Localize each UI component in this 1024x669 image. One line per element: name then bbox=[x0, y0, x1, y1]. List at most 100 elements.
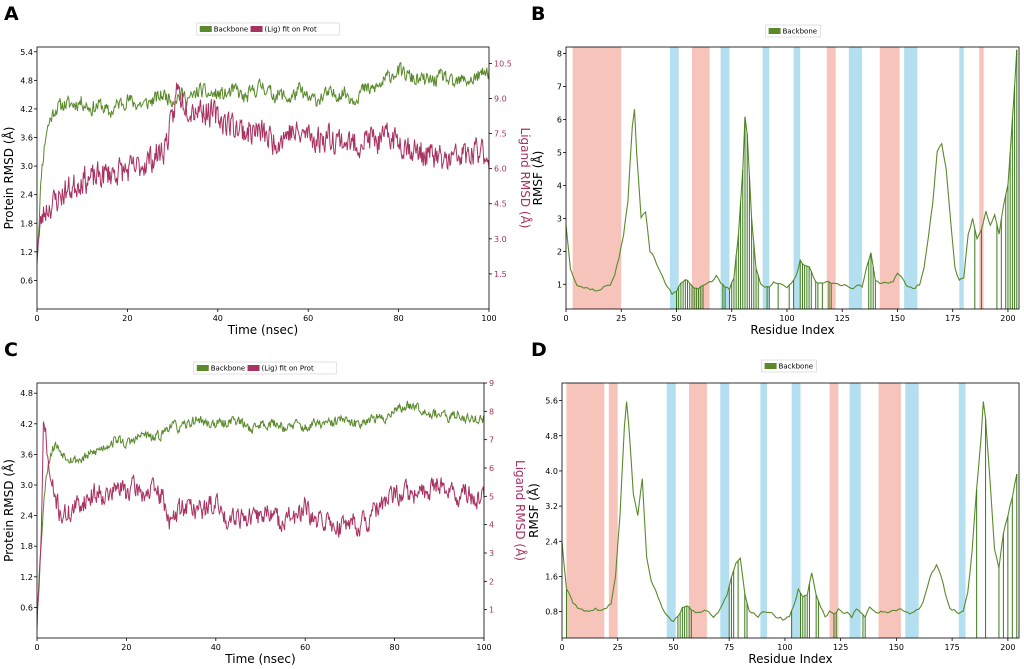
panel-letter: D bbox=[531, 339, 547, 361]
legend-label: Backbone bbox=[783, 28, 817, 36]
plot-area bbox=[562, 383, 1018, 638]
y-right-axis-label: Ligand RMSD (Å) bbox=[518, 128, 533, 229]
x-tick-label: 50 bbox=[668, 643, 678, 652]
y-right-tick-label: 7 bbox=[489, 436, 494, 445]
legend-box bbox=[193, 361, 337, 375]
x-tick-label: 25 bbox=[616, 314, 626, 323]
y-right-tick-label: 5 bbox=[489, 492, 494, 501]
ligand-rmsd-line bbox=[37, 82, 489, 258]
helix-band bbox=[566, 383, 605, 638]
helix-band bbox=[879, 47, 900, 309]
x-tick-label: 75 bbox=[727, 314, 737, 323]
y-right-tick-label: 3.0 bbox=[494, 235, 507, 244]
y-tick-label: 1.8 bbox=[20, 542, 33, 551]
strand-band bbox=[760, 383, 768, 638]
y-tick-label: 2 bbox=[557, 247, 562, 256]
y-right-tick-label: 6 bbox=[489, 464, 494, 473]
y-tick-label: 4.8 bbox=[545, 432, 558, 441]
legend: Backbone bbox=[761, 359, 817, 373]
helix-band bbox=[826, 47, 836, 309]
x-tick-label: 0 bbox=[563, 314, 568, 323]
x-tick-label: 0 bbox=[559, 643, 564, 652]
x-axis-label: Residue Index bbox=[750, 323, 834, 337]
y-right-tick-label: 6.0 bbox=[494, 165, 507, 174]
chart-panel-a: 0 20 40 60 80 100 0.6 1.2 1.8 2.4 3.0 3.6 4.2 4.8 5.4 1… bbox=[1, 3, 533, 337]
x-tick-label: 200 bbox=[1000, 314, 1015, 323]
x-tick-label: 100 bbox=[476, 643, 491, 652]
rmsf-line bbox=[566, 49, 1018, 296]
strand-band bbox=[848, 47, 863, 309]
legend-label: (Lig) fit on Prot bbox=[265, 26, 317, 34]
x-axis-label: Time (nsec) bbox=[227, 323, 298, 337]
strand-band bbox=[793, 47, 801, 309]
legend: Backbone bbox=[765, 24, 821, 38]
strand-band bbox=[720, 383, 730, 638]
plot-area bbox=[37, 61, 489, 265]
ligand-rmsd-line bbox=[37, 421, 484, 629]
y-tick-label: 4.2 bbox=[20, 420, 33, 429]
y-right-tick-label: 4.5 bbox=[494, 200, 507, 209]
axes-frame bbox=[36, 382, 485, 639]
legend-label: Backbone bbox=[779, 363, 813, 371]
strand-band bbox=[958, 383, 966, 638]
y-right-tick-label: 10.5 bbox=[494, 59, 512, 68]
x-tick-label: 150 bbox=[890, 314, 905, 323]
y-right-tick-label: 1.5 bbox=[494, 270, 507, 279]
legend: Backbone (Lig) fit on Prot bbox=[193, 361, 337, 375]
x-tick-label: 60 bbox=[303, 314, 313, 323]
y-tick-label: 2.4 bbox=[20, 512, 33, 521]
strand-band bbox=[666, 383, 676, 638]
y-tick-label: 0.8 bbox=[545, 608, 558, 617]
y-right-tick-label: 7.5 bbox=[494, 130, 507, 139]
y-right-tick-label: 2 bbox=[489, 577, 494, 586]
x-tick-label: 25 bbox=[613, 643, 623, 652]
y-right-tick-label: 9 bbox=[489, 379, 494, 388]
x-tick-label: 20 bbox=[122, 314, 132, 323]
chart-panel-d: 0 25 50 75 100 125 150 175 200 0.8 1.6 2.4 3.2 4.0 4.8… bbox=[526, 339, 1020, 666]
y-tick-label: 3 bbox=[557, 214, 562, 223]
y-axis-label: RMSF (Å) bbox=[530, 151, 545, 206]
legend-swatch bbox=[196, 365, 209, 371]
x-tick-label: 150 bbox=[889, 643, 904, 652]
legend-box bbox=[196, 22, 340, 36]
strand-band bbox=[762, 47, 770, 309]
protein-rmsd-line bbox=[37, 61, 489, 265]
legend: Backbone (Lig) fit on Prot bbox=[196, 22, 340, 36]
y-tick-label: 3.0 bbox=[20, 162, 33, 171]
y-tick-label: 3.0 bbox=[20, 481, 33, 490]
y-tick-label: 2.4 bbox=[20, 191, 33, 200]
x-tick-label: 0 bbox=[34, 314, 39, 323]
y-right-tick-label: 1 bbox=[489, 606, 494, 615]
x-tick-label: 75 bbox=[724, 643, 734, 652]
x-axis-label: Time (nsec) bbox=[224, 652, 295, 666]
x-tick-label: 0 bbox=[34, 643, 39, 652]
y-tick-label: 2.4 bbox=[545, 537, 558, 546]
plot-area bbox=[37, 400, 484, 629]
x-tick-label: 20 bbox=[121, 643, 131, 652]
strand-band bbox=[905, 383, 919, 638]
y-right-axis-label: Ligand RMSD (Å) bbox=[513, 460, 528, 561]
y-tick-label: 5 bbox=[557, 148, 562, 157]
y-tick-label: 0.6 bbox=[20, 603, 33, 612]
y-tick-label: 8 bbox=[557, 50, 562, 59]
x-tick-label: 125 bbox=[833, 643, 848, 652]
y-axis-label: RMSF (Å) bbox=[526, 483, 541, 538]
y-tick-label: 3.6 bbox=[20, 450, 33, 459]
strand-band bbox=[849, 383, 861, 638]
panel-letter: C bbox=[4, 339, 18, 361]
y-tick-label: 1.6 bbox=[545, 572, 558, 581]
y-axis-label: Protein RMSD (Å) bbox=[1, 127, 16, 230]
y-tick-label: 7 bbox=[557, 83, 562, 92]
x-tick-label: 100 bbox=[779, 314, 794, 323]
legend-label: Backbone bbox=[211, 365, 245, 373]
legend-label: (Lig) fit on Prot bbox=[262, 365, 314, 373]
legend-swatch bbox=[250, 26, 263, 32]
helix-band bbox=[691, 47, 710, 309]
helix-band bbox=[608, 383, 618, 638]
x-tick-label: 100 bbox=[777, 643, 792, 652]
strand-band bbox=[904, 47, 918, 309]
panel-letter: B bbox=[531, 3, 545, 25]
y-tick-label: 1.2 bbox=[20, 573, 33, 582]
x-tick-label: 50 bbox=[671, 314, 681, 323]
legend-swatch bbox=[247, 365, 260, 371]
